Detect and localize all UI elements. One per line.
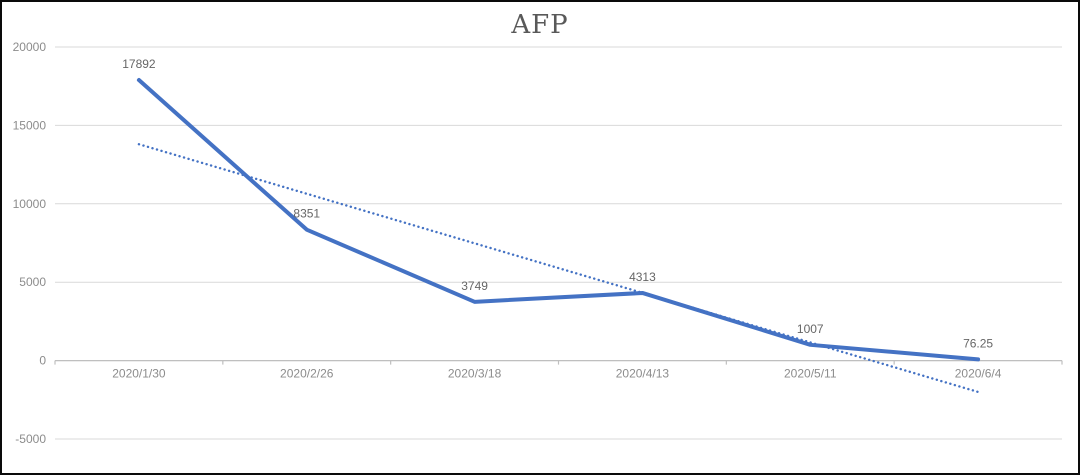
data-label: 17892	[122, 57, 156, 71]
x-tick-label: 2020/1/30	[112, 367, 166, 381]
y-tick-label: -5000	[15, 432, 46, 446]
data-label: 3749	[461, 279, 488, 293]
y-tick-label: 10000	[13, 197, 47, 211]
y-tick-label: 5000	[19, 275, 46, 289]
y-tick-label: 15000	[13, 118, 47, 132]
data-label: 76.25	[963, 336, 993, 350]
x-tick-label: 2020/5/11	[784, 367, 837, 381]
x-tick-label: 2020/2/26	[280, 367, 334, 381]
trendline	[137, 143, 980, 394]
x-tick-label: 2020/3/18	[448, 367, 502, 381]
x-tick-label: 2020/6/4	[955, 367, 1002, 381]
data-label: 1007	[797, 322, 824, 336]
data-label: 8351	[293, 207, 320, 221]
data-label: 4313	[629, 270, 656, 284]
y-tick-label: 0	[39, 354, 46, 368]
series-line	[136, 78, 981, 362]
y-tick-label: 20000	[13, 40, 47, 54]
x-tick-label: 2020/4/13	[616, 367, 670, 381]
